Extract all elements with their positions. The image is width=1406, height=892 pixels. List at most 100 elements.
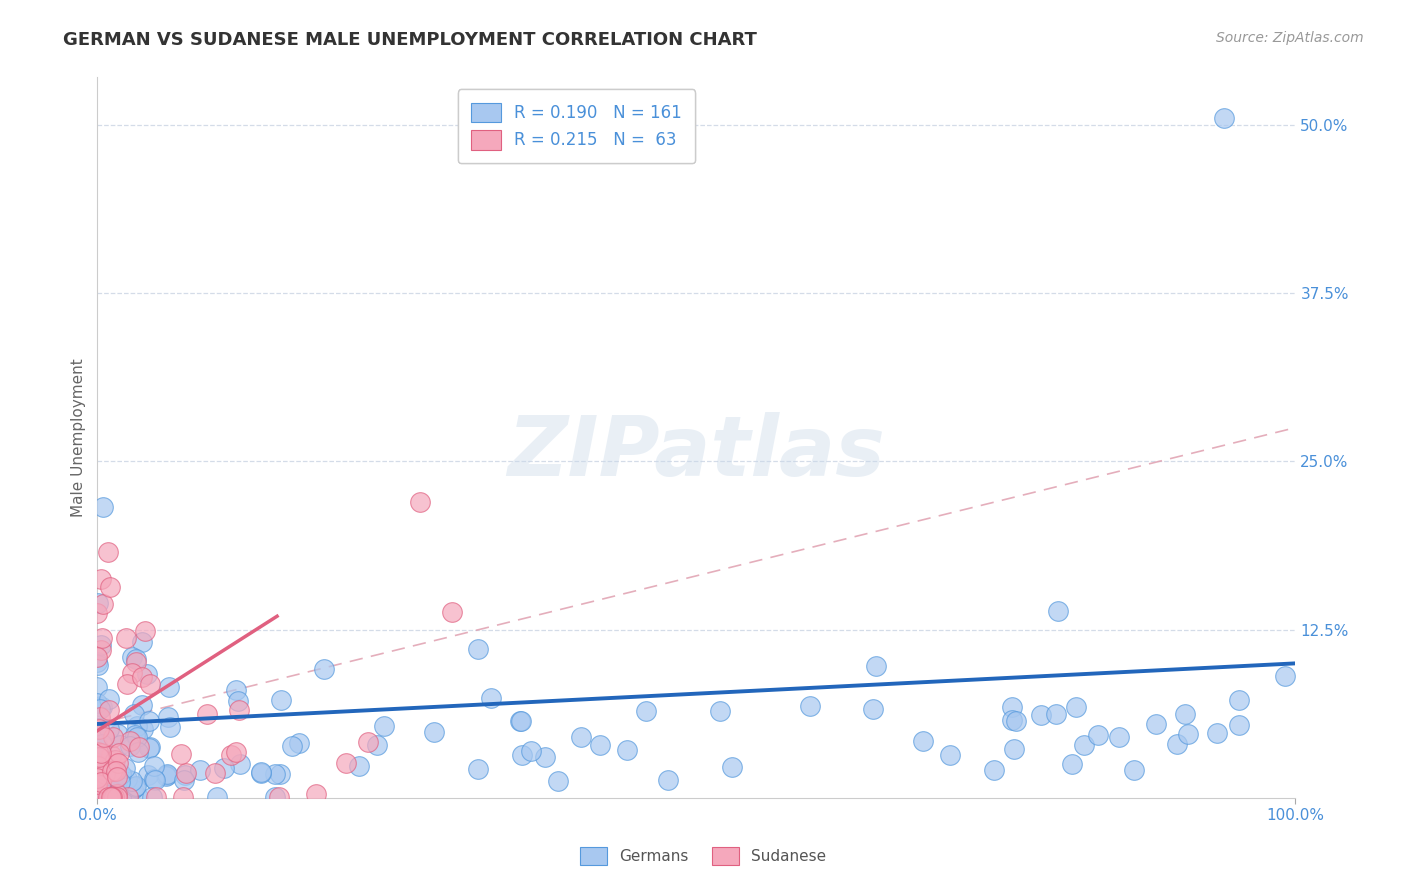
Point xyxy=(124,728,146,742)
Point xyxy=(86,606,108,620)
Point xyxy=(1173,706,1195,721)
Point xyxy=(1123,764,1146,778)
Point xyxy=(94,767,117,781)
Point xyxy=(366,739,388,753)
Point xyxy=(91,598,114,612)
Point xyxy=(1005,714,1028,729)
Point xyxy=(86,759,108,773)
Point xyxy=(89,784,111,798)
Point xyxy=(101,764,124,778)
Point xyxy=(1029,708,1052,723)
Point xyxy=(1144,716,1167,731)
Point xyxy=(105,770,128,784)
Point xyxy=(169,747,191,762)
Point xyxy=(305,788,328,802)
Point xyxy=(1087,728,1109,742)
Text: Source: ZipAtlas.com: Source: ZipAtlas.com xyxy=(1216,31,1364,45)
Point xyxy=(124,780,146,794)
Point xyxy=(93,789,115,804)
Point xyxy=(127,789,149,804)
Point xyxy=(911,733,934,747)
Point xyxy=(86,784,108,798)
Point xyxy=(138,714,160,728)
Point xyxy=(86,783,108,797)
Point xyxy=(122,707,145,722)
Point xyxy=(114,761,136,775)
Point xyxy=(121,774,143,789)
Point xyxy=(138,741,160,756)
Point xyxy=(87,758,110,772)
Point xyxy=(89,750,111,764)
Point xyxy=(93,772,115,787)
Point xyxy=(205,789,228,804)
Point xyxy=(89,702,111,716)
Point xyxy=(90,746,112,760)
Point xyxy=(134,624,156,638)
Point xyxy=(139,677,162,691)
Point xyxy=(93,500,115,514)
Point xyxy=(467,762,489,776)
Point xyxy=(110,774,132,789)
Text: GERMAN VS SUDANESE MALE UNEMPLOYMENT CORRELATION CHART: GERMAN VS SUDANESE MALE UNEMPLOYMENT COR… xyxy=(63,31,758,49)
Point xyxy=(97,761,120,775)
Point xyxy=(173,772,195,787)
Point xyxy=(534,750,557,764)
Point xyxy=(104,753,127,767)
Point xyxy=(1045,706,1067,721)
Point xyxy=(357,735,380,749)
Point xyxy=(509,714,531,728)
Point xyxy=(118,734,141,748)
Point xyxy=(1000,699,1022,714)
Point xyxy=(93,773,115,788)
Point xyxy=(281,739,304,754)
Point xyxy=(87,596,110,610)
Point xyxy=(107,727,129,741)
Point xyxy=(347,759,370,773)
Point xyxy=(105,789,128,804)
Point xyxy=(117,789,139,804)
Point xyxy=(212,761,235,775)
Point xyxy=(90,737,112,751)
Point xyxy=(1001,713,1024,727)
Point xyxy=(98,580,121,594)
Point xyxy=(97,789,120,804)
Point xyxy=(98,761,121,775)
Point xyxy=(269,767,291,781)
Point xyxy=(127,746,149,760)
Point xyxy=(90,572,112,586)
Point xyxy=(145,789,167,804)
Point xyxy=(159,720,181,734)
Point xyxy=(110,789,132,804)
Point xyxy=(141,789,163,804)
Point xyxy=(1073,738,1095,752)
Point xyxy=(131,698,153,712)
Point xyxy=(373,719,395,733)
Point xyxy=(105,787,128,801)
Point xyxy=(479,691,502,706)
Point xyxy=(115,677,138,691)
Point xyxy=(335,756,357,771)
Point xyxy=(616,743,638,757)
Point xyxy=(90,632,112,646)
Point xyxy=(86,760,108,774)
Point xyxy=(91,771,114,785)
Point xyxy=(229,756,252,771)
Point xyxy=(86,771,108,785)
Point xyxy=(93,786,115,800)
Point xyxy=(103,789,125,804)
Point xyxy=(270,693,292,707)
Point xyxy=(1177,726,1199,740)
Point xyxy=(1108,731,1130,745)
Point xyxy=(131,635,153,649)
Point xyxy=(467,642,489,657)
Point xyxy=(86,789,108,804)
Point xyxy=(98,703,121,717)
Point xyxy=(97,545,120,559)
Point xyxy=(862,702,884,716)
Point xyxy=(125,652,148,666)
Point xyxy=(128,739,150,754)
Point xyxy=(89,773,111,788)
Point xyxy=(1002,741,1025,756)
Point xyxy=(1274,669,1296,683)
Point xyxy=(634,704,657,718)
